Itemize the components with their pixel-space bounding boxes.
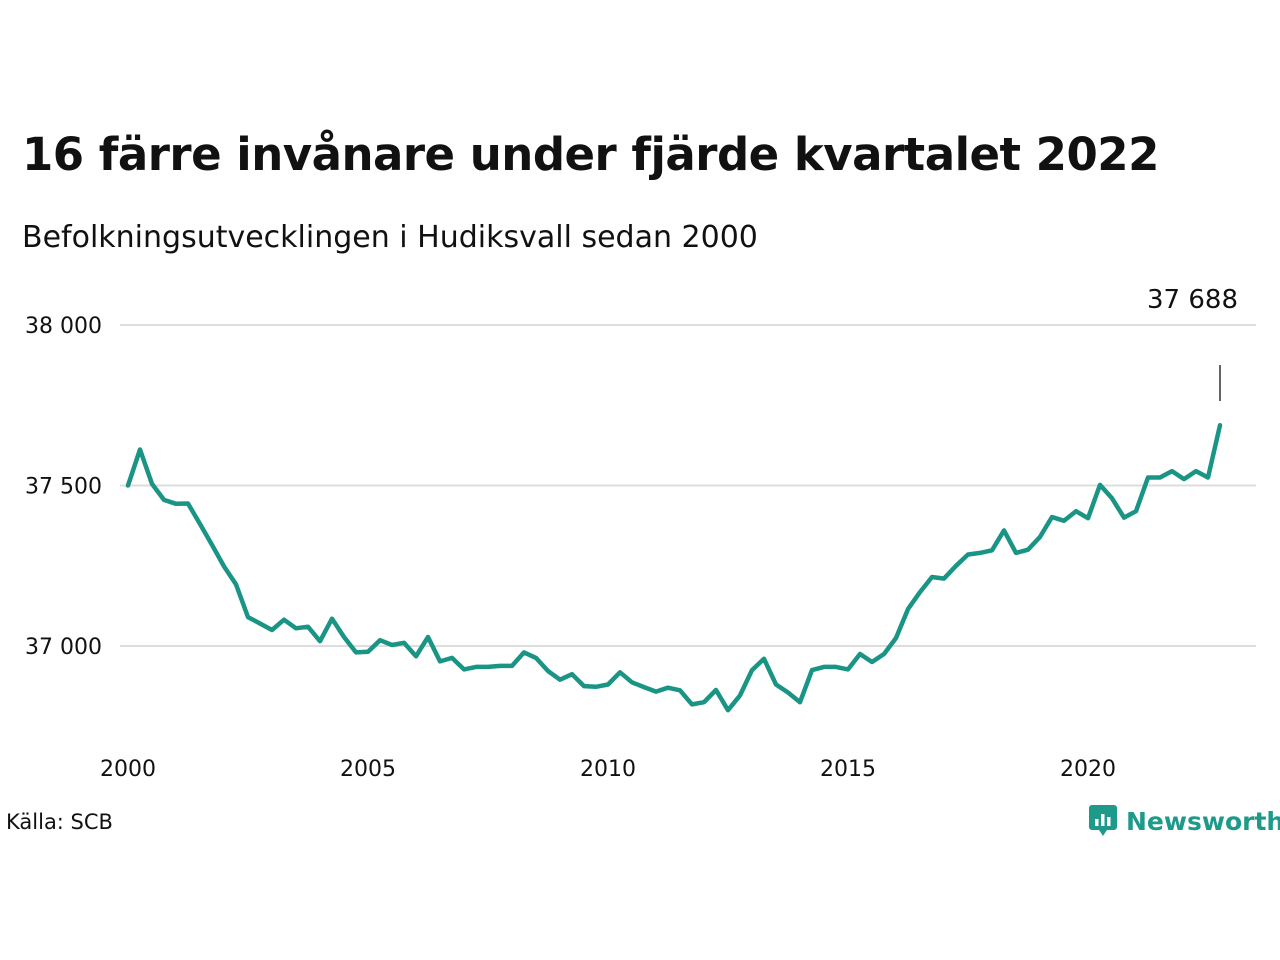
chart-title: 16 färre invånare under fjärde kvartalet… [22, 128, 1159, 181]
brand-logo: Newsworthy [1088, 803, 1280, 839]
brand-name: Newsworthy [1126, 806, 1280, 836]
x-tick-label: 2010 [580, 757, 636, 782]
x-tick-label: 2020 [1060, 757, 1116, 782]
x-tick-label: 2000 [100, 757, 156, 782]
x-tick-label: 2005 [340, 757, 396, 782]
newsworthy-logo-icon [1089, 805, 1117, 836]
chart-subtitle: Befolkningsutvecklingen i Hudiksvall sed… [22, 220, 758, 255]
x-tick-label: 2015 [820, 757, 876, 782]
source-note: Källa: SCB [6, 810, 113, 834]
y-axis-ticks: 37 000 37 500 38 000 [25, 314, 102, 660]
annotation-label: 37 688 [1147, 285, 1238, 315]
y-tick-label: 37 000 [25, 635, 102, 660]
y-tick-label: 37 500 [25, 475, 102, 500]
y-tick-label: 38 000 [25, 314, 102, 339]
gridlines [120, 324, 1256, 647]
x-axis-ticks: 2000 2005 2010 2015 2020 [100, 757, 1116, 782]
series-line [125, 422, 1223, 713]
